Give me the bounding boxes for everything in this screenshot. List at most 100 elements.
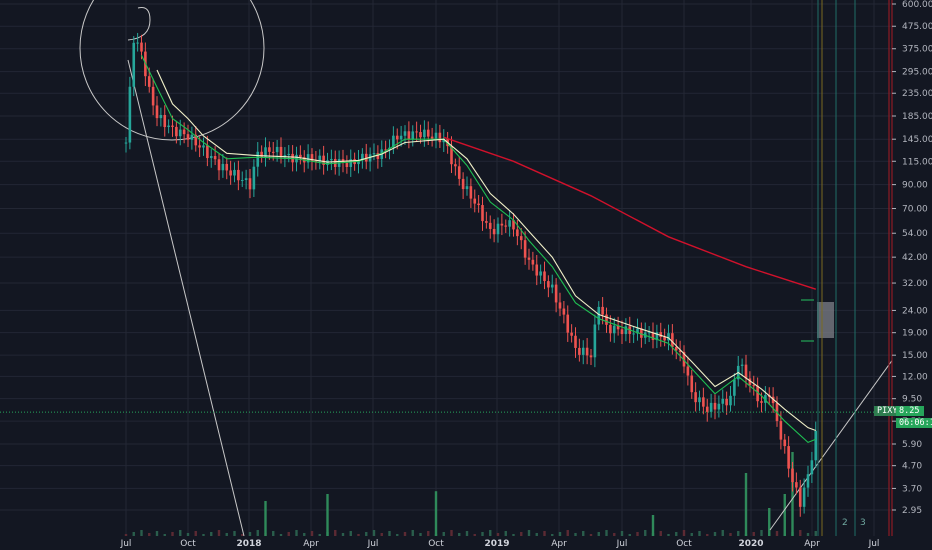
candle-body xyxy=(151,86,155,106)
candle-body xyxy=(612,325,616,334)
candle-body xyxy=(209,156,213,159)
trend-line-up xyxy=(769,354,897,531)
time-axis[interactable]: Jul Oct 2018 Apr Jul Oct 2019 Apr Jul Oct 2020 Apr J… xyxy=(0,536,932,550)
candle-body xyxy=(213,156,217,160)
candle-body xyxy=(457,166,461,179)
candle-body xyxy=(694,392,697,403)
volume-bar xyxy=(179,530,182,536)
candle-body xyxy=(663,337,666,341)
candle-body xyxy=(392,135,395,148)
x-tick-label: Jul xyxy=(616,539,628,549)
candle-body xyxy=(527,257,531,260)
y-tick-label: 70.00 xyxy=(902,205,928,215)
candle-body xyxy=(709,402,713,412)
candle-body xyxy=(810,460,814,475)
candle-body xyxy=(516,229,519,237)
candle-body xyxy=(798,487,802,507)
volume-bar xyxy=(574,533,577,536)
candle-body xyxy=(756,385,759,402)
x-tick-label: Apr xyxy=(303,539,319,549)
candle-body xyxy=(140,42,143,52)
x-tick-label: Jul xyxy=(120,539,132,549)
candle-body xyxy=(221,163,225,171)
candle-body xyxy=(802,487,806,507)
candle-body xyxy=(550,284,554,288)
candle-body xyxy=(275,146,279,153)
candle-body xyxy=(667,333,670,341)
candle-body xyxy=(287,153,291,156)
volume-bars xyxy=(124,452,817,536)
candle-body xyxy=(686,366,690,376)
candle-body xyxy=(477,203,480,206)
volume-bar xyxy=(155,531,159,536)
candle-body xyxy=(279,146,283,158)
candle-body xyxy=(442,138,446,143)
x-tick-label: 2019 xyxy=(484,539,509,549)
volume-bar xyxy=(558,532,562,536)
candle-body xyxy=(585,347,589,356)
y-tick-label: 115.00 xyxy=(902,157,932,167)
volume-bar xyxy=(427,531,430,536)
volume-bar xyxy=(310,531,314,536)
x-tick-label: 2018 xyxy=(236,539,261,549)
volume-bar xyxy=(620,531,624,536)
volume-bar xyxy=(256,530,259,536)
volume-spike xyxy=(783,494,786,536)
y-tick-label: 32.00 xyxy=(902,279,928,289)
candle-body xyxy=(624,326,628,335)
candle-body xyxy=(512,220,515,230)
candle-body xyxy=(171,125,174,127)
volume-bar xyxy=(667,534,670,536)
candle-body xyxy=(248,178,252,190)
y-tick-label: 90.00 xyxy=(902,181,928,191)
candle-body xyxy=(268,147,271,152)
y-tick-label: 475.00 xyxy=(902,22,932,32)
ticker-tag: PIXY xyxy=(874,406,898,416)
volume-bar xyxy=(349,531,352,536)
volume-bar xyxy=(380,533,383,536)
candle-body xyxy=(256,151,260,167)
candle-body xyxy=(330,158,333,161)
volume-spike xyxy=(264,501,267,536)
candle-body xyxy=(132,42,136,87)
volume-bar xyxy=(690,533,693,536)
candle-body xyxy=(535,264,539,276)
candle-body xyxy=(620,329,624,335)
volume-bar xyxy=(318,534,321,536)
candle-body xyxy=(322,155,325,165)
candle-body xyxy=(636,328,639,334)
candle-body xyxy=(202,145,205,148)
candle-body xyxy=(167,125,170,128)
candle-body xyxy=(547,281,550,288)
volume-spike xyxy=(768,508,771,536)
spiral-arc xyxy=(127,7,151,41)
candle-body xyxy=(508,220,511,227)
volume-bar xyxy=(504,531,507,536)
volume-bar xyxy=(605,530,608,536)
candle-body xyxy=(605,314,608,325)
volume-bar xyxy=(628,534,631,536)
y-tick-label: 2.95 xyxy=(902,506,922,516)
volume-bar xyxy=(411,530,414,536)
candle-body xyxy=(733,379,736,396)
candle-body xyxy=(461,178,465,190)
x-tick-label: Jul xyxy=(367,539,379,549)
candle-body xyxy=(806,474,810,488)
volume-bar xyxy=(799,530,802,536)
volume-spike xyxy=(791,452,794,536)
volume-bar xyxy=(396,534,399,536)
volume-bar xyxy=(171,532,174,536)
candle-body xyxy=(372,153,376,155)
candle-body xyxy=(411,131,415,140)
y-tick-label: 375.00 xyxy=(902,45,932,55)
candle-body xyxy=(395,135,399,140)
volume-bar xyxy=(520,532,523,536)
price-axis[interactable]: 600.00 475.00 375.00 295.00 235.00 185.00 145.… xyxy=(891,0,932,550)
x-tick-label: Oct xyxy=(180,539,196,549)
candle-body xyxy=(543,271,546,282)
candle-body xyxy=(310,154,314,161)
candle-body xyxy=(481,205,484,222)
volume-bar xyxy=(365,532,368,536)
candle-body xyxy=(713,402,717,410)
